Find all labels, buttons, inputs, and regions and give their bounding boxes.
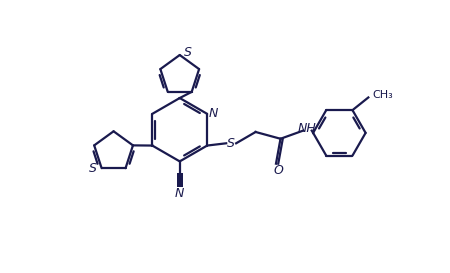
Text: O: O — [273, 164, 283, 177]
Text: N: N — [175, 186, 184, 200]
Text: CH₃: CH₃ — [372, 90, 393, 100]
Text: S: S — [184, 46, 192, 59]
Text: S: S — [89, 162, 96, 175]
Text: S: S — [227, 137, 234, 150]
Text: N: N — [208, 107, 218, 120]
Text: NH: NH — [298, 122, 317, 135]
